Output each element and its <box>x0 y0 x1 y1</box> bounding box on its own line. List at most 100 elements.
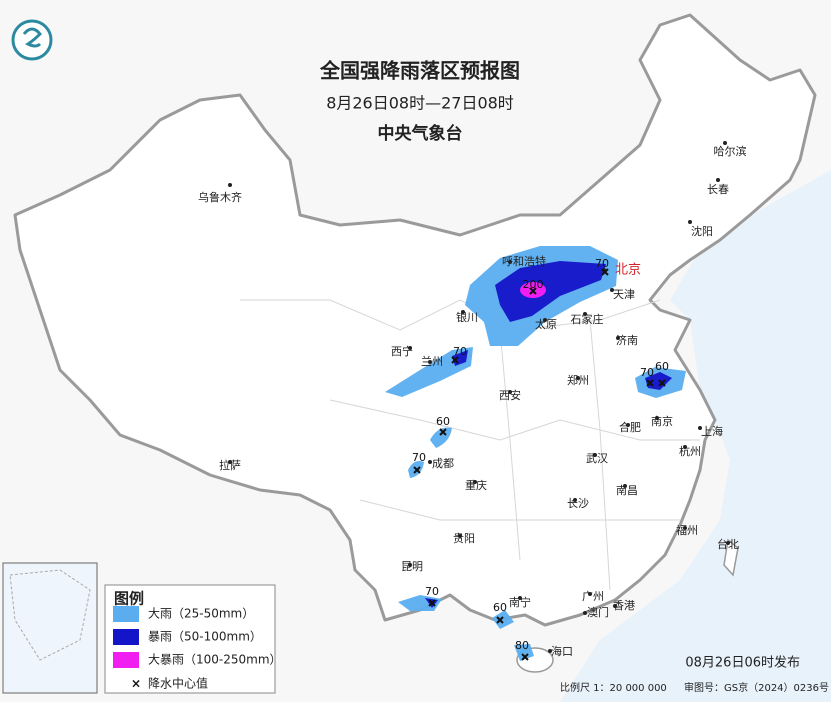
city-dot <box>626 423 630 427</box>
legend-center-marker: × <box>131 677 141 691</box>
issue-time: 08月26日06时发布 <box>685 655 800 671</box>
legend-swatch <box>113 606 139 622</box>
city-label: 重庆 <box>465 478 487 492</box>
city-label: 太原 <box>535 318 557 331</box>
city-label: 杭州 <box>679 444 701 458</box>
city-dot <box>573 498 577 502</box>
taiwan-island <box>723 538 739 577</box>
city-label: 郑州 <box>567 373 589 387</box>
rain-center-marker <box>658 379 666 387</box>
city-label: 海口 <box>551 644 573 658</box>
rain-center-value: 70 <box>412 451 426 464</box>
province-line <box>359 499 680 521</box>
city-label: 北京 <box>615 263 641 278</box>
map-scale: 比例尺 1：20 000 000 <box>560 681 667 694</box>
map-number: 审图号：GS京（2024）0236号 <box>684 681 829 694</box>
city-label: 台北 <box>717 537 739 551</box>
inset-boundary <box>9 569 91 661</box>
city-dot <box>576 376 580 380</box>
city-label: 南昌 <box>616 484 638 497</box>
city-dot <box>461 310 465 314</box>
city-dot <box>228 460 232 464</box>
city-dot <box>616 336 620 340</box>
province-line <box>499 329 521 561</box>
city-dot <box>428 360 432 364</box>
south-sea-inset <box>2 562 98 694</box>
issuer: 中央气象台 <box>378 123 463 144</box>
city-label: 广州 <box>582 590 604 603</box>
city-label: 武汉 <box>586 452 608 465</box>
city-dot <box>228 183 232 187</box>
rain-area <box>430 427 452 448</box>
city-dot <box>726 541 730 545</box>
map-title: 全国强降雨落区预报图 <box>319 59 520 83</box>
legend-label: 暴雨（50-100mm） <box>148 630 262 644</box>
province-line <box>589 319 611 591</box>
city-dot <box>723 141 727 145</box>
city-dot <box>613 604 617 608</box>
city-label: 福州 <box>676 523 698 537</box>
legend-title: 图例 <box>114 590 144 608</box>
city-label: 澳门 <box>587 605 609 619</box>
rain-center-marker <box>439 428 447 436</box>
city-dot <box>408 563 412 567</box>
city-dot <box>716 178 720 182</box>
rain-center-value: 70 <box>640 366 654 379</box>
china-border <box>13 13 817 627</box>
city-label: 长春 <box>707 183 729 196</box>
rain-center-value: 70 <box>453 345 467 358</box>
city-dot <box>698 426 702 430</box>
city-dot <box>518 596 522 600</box>
rain-center-marker <box>529 287 537 295</box>
city-dot <box>508 390 512 394</box>
sea <box>560 170 831 702</box>
city-dot <box>683 526 687 530</box>
city-label: 南京 <box>651 414 673 428</box>
city-dot <box>408 346 412 350</box>
city-label: 南宁 <box>509 595 531 609</box>
city-label: 沈阳 <box>691 224 713 238</box>
rain-center-value: 70 <box>425 585 439 598</box>
city-dot <box>655 416 659 420</box>
city-dot <box>458 534 462 538</box>
city-dot <box>610 288 614 292</box>
legend-label: 大暴雨（100-250mm） <box>148 653 282 667</box>
rain-center-marker <box>428 599 436 607</box>
rain-area <box>385 347 473 397</box>
rain-center-value: 70 <box>595 257 609 270</box>
logo-mark <box>22 27 43 48</box>
rain-center-value: 60 <box>436 415 450 428</box>
rain-center-marker <box>521 653 529 661</box>
city-label: 兰州 <box>421 355 443 368</box>
rain-center-marker <box>451 356 459 364</box>
legend: 图例 大雨（25-50mm） 暴雨（50-100mm） 大暴雨（100-250mm）… <box>104 584 282 694</box>
city-label: 西安 <box>499 388 521 402</box>
city-label: 贵阳 <box>453 532 475 545</box>
rain-center-value: 80 <box>515 639 529 652</box>
city-label: 成都 <box>432 457 454 470</box>
city-label: 济南 <box>616 333 638 347</box>
city-dot <box>623 484 627 488</box>
city-dot <box>548 649 552 653</box>
legend-items: 大雨（25-50mm） 暴雨（50-100mm） 大暴雨（100-250mm） <box>113 606 282 668</box>
rain-center-value: 60 <box>493 601 507 614</box>
city-dot <box>473 480 477 484</box>
legend-swatch <box>113 629 139 645</box>
city-dot <box>428 460 432 464</box>
city-dot <box>688 220 692 224</box>
city-label: 拉萨 <box>219 458 241 472</box>
city-label: 银川 <box>456 310 478 324</box>
rain-center-marker <box>646 379 654 387</box>
city-label: 天津 <box>613 288 635 301</box>
city-label: 乌鲁木齐 <box>198 190 242 204</box>
rain-area <box>492 610 514 629</box>
legend-label: 大雨（25-50mm） <box>148 607 254 621</box>
legend-swatch <box>113 652 139 668</box>
legend-center-label: 降水中心值 <box>148 676 208 691</box>
city-dot <box>508 260 512 264</box>
rain-center-value: 200 <box>523 278 544 291</box>
city-dot <box>543 318 547 322</box>
